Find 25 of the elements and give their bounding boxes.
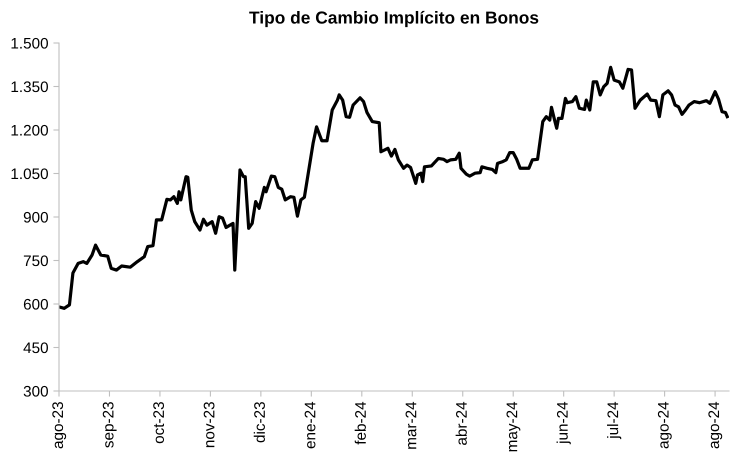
x-tick-label: ene-24 [304, 402, 316, 448]
x-tick-label: may-24 [506, 402, 520, 452]
x-tick-label: sep-23 [102, 402, 117, 448]
x-tick-label: abr-24 [456, 402, 467, 445]
x-tick-label: oct-23 [153, 402, 164, 444]
x-tick-label: nov-23 [204, 402, 215, 448]
chart-title: Tipo de Cambio Implícito en Bonos [249, 10, 538, 28]
y-tick-label: 1.500 [12, 38, 48, 49]
x-tick-label: ago-24 [708, 402, 722, 448]
x-tick-label: ago-24 [658, 402, 672, 448]
x-tick-label: feb-24 [354, 402, 366, 445]
x-tick-label: ago-23 [52, 402, 66, 448]
y-tick-label: 450 [23, 342, 48, 354]
y-tick-label: 300 [24, 386, 48, 397]
y-tick-label: 750 [24, 255, 48, 266]
y-tick-label: 900 [24, 212, 48, 223]
x-tick-label: jul-24 [607, 402, 622, 440]
y-tick-label: 1.350 [12, 81, 48, 92]
y-tick-label: 600 [24, 298, 48, 310]
x-tick-label: dic-23 [254, 402, 265, 442]
y-tick-label: 1.050 [12, 168, 48, 180]
x-tick-label: jun-24 [556, 402, 571, 444]
line-series [59, 66, 729, 310]
x-tick-label: mar-24 [406, 402, 416, 449]
y-tick-label: 1.200 [12, 124, 48, 136]
